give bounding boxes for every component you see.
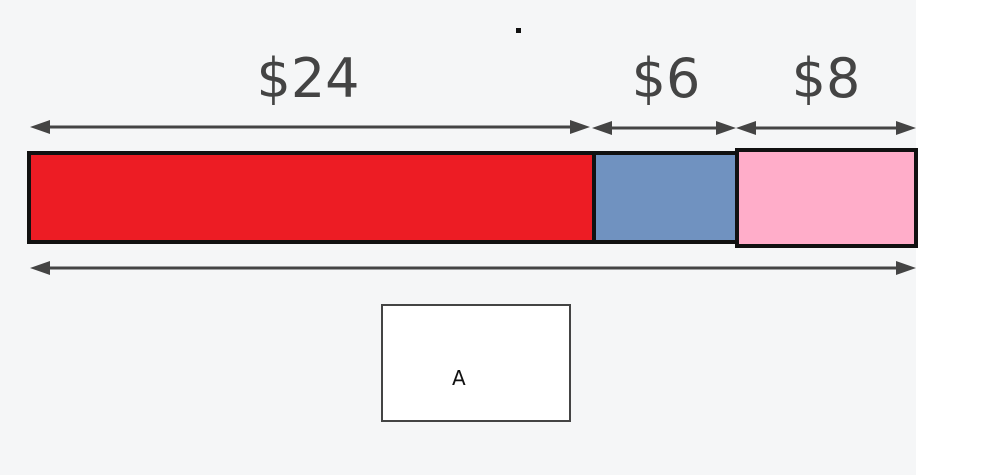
arrow-red-span (30, 120, 590, 134)
arrow-pink-span (736, 121, 916, 135)
answer-box[interactable]: A (381, 304, 571, 422)
arrow-blue-span (592, 121, 736, 135)
segment-label-blue: $6 (631, 47, 701, 110)
segment-label-red: $24 (256, 47, 360, 110)
bar-segment-pink (735, 148, 918, 248)
segment-label-pink: $8 (791, 47, 861, 110)
bar-segment-red (27, 151, 596, 244)
bar-segment-blue (592, 151, 739, 244)
answer-box-label: A (452, 366, 466, 390)
stray-dot (516, 28, 521, 33)
arrow-total-span (30, 261, 916, 275)
